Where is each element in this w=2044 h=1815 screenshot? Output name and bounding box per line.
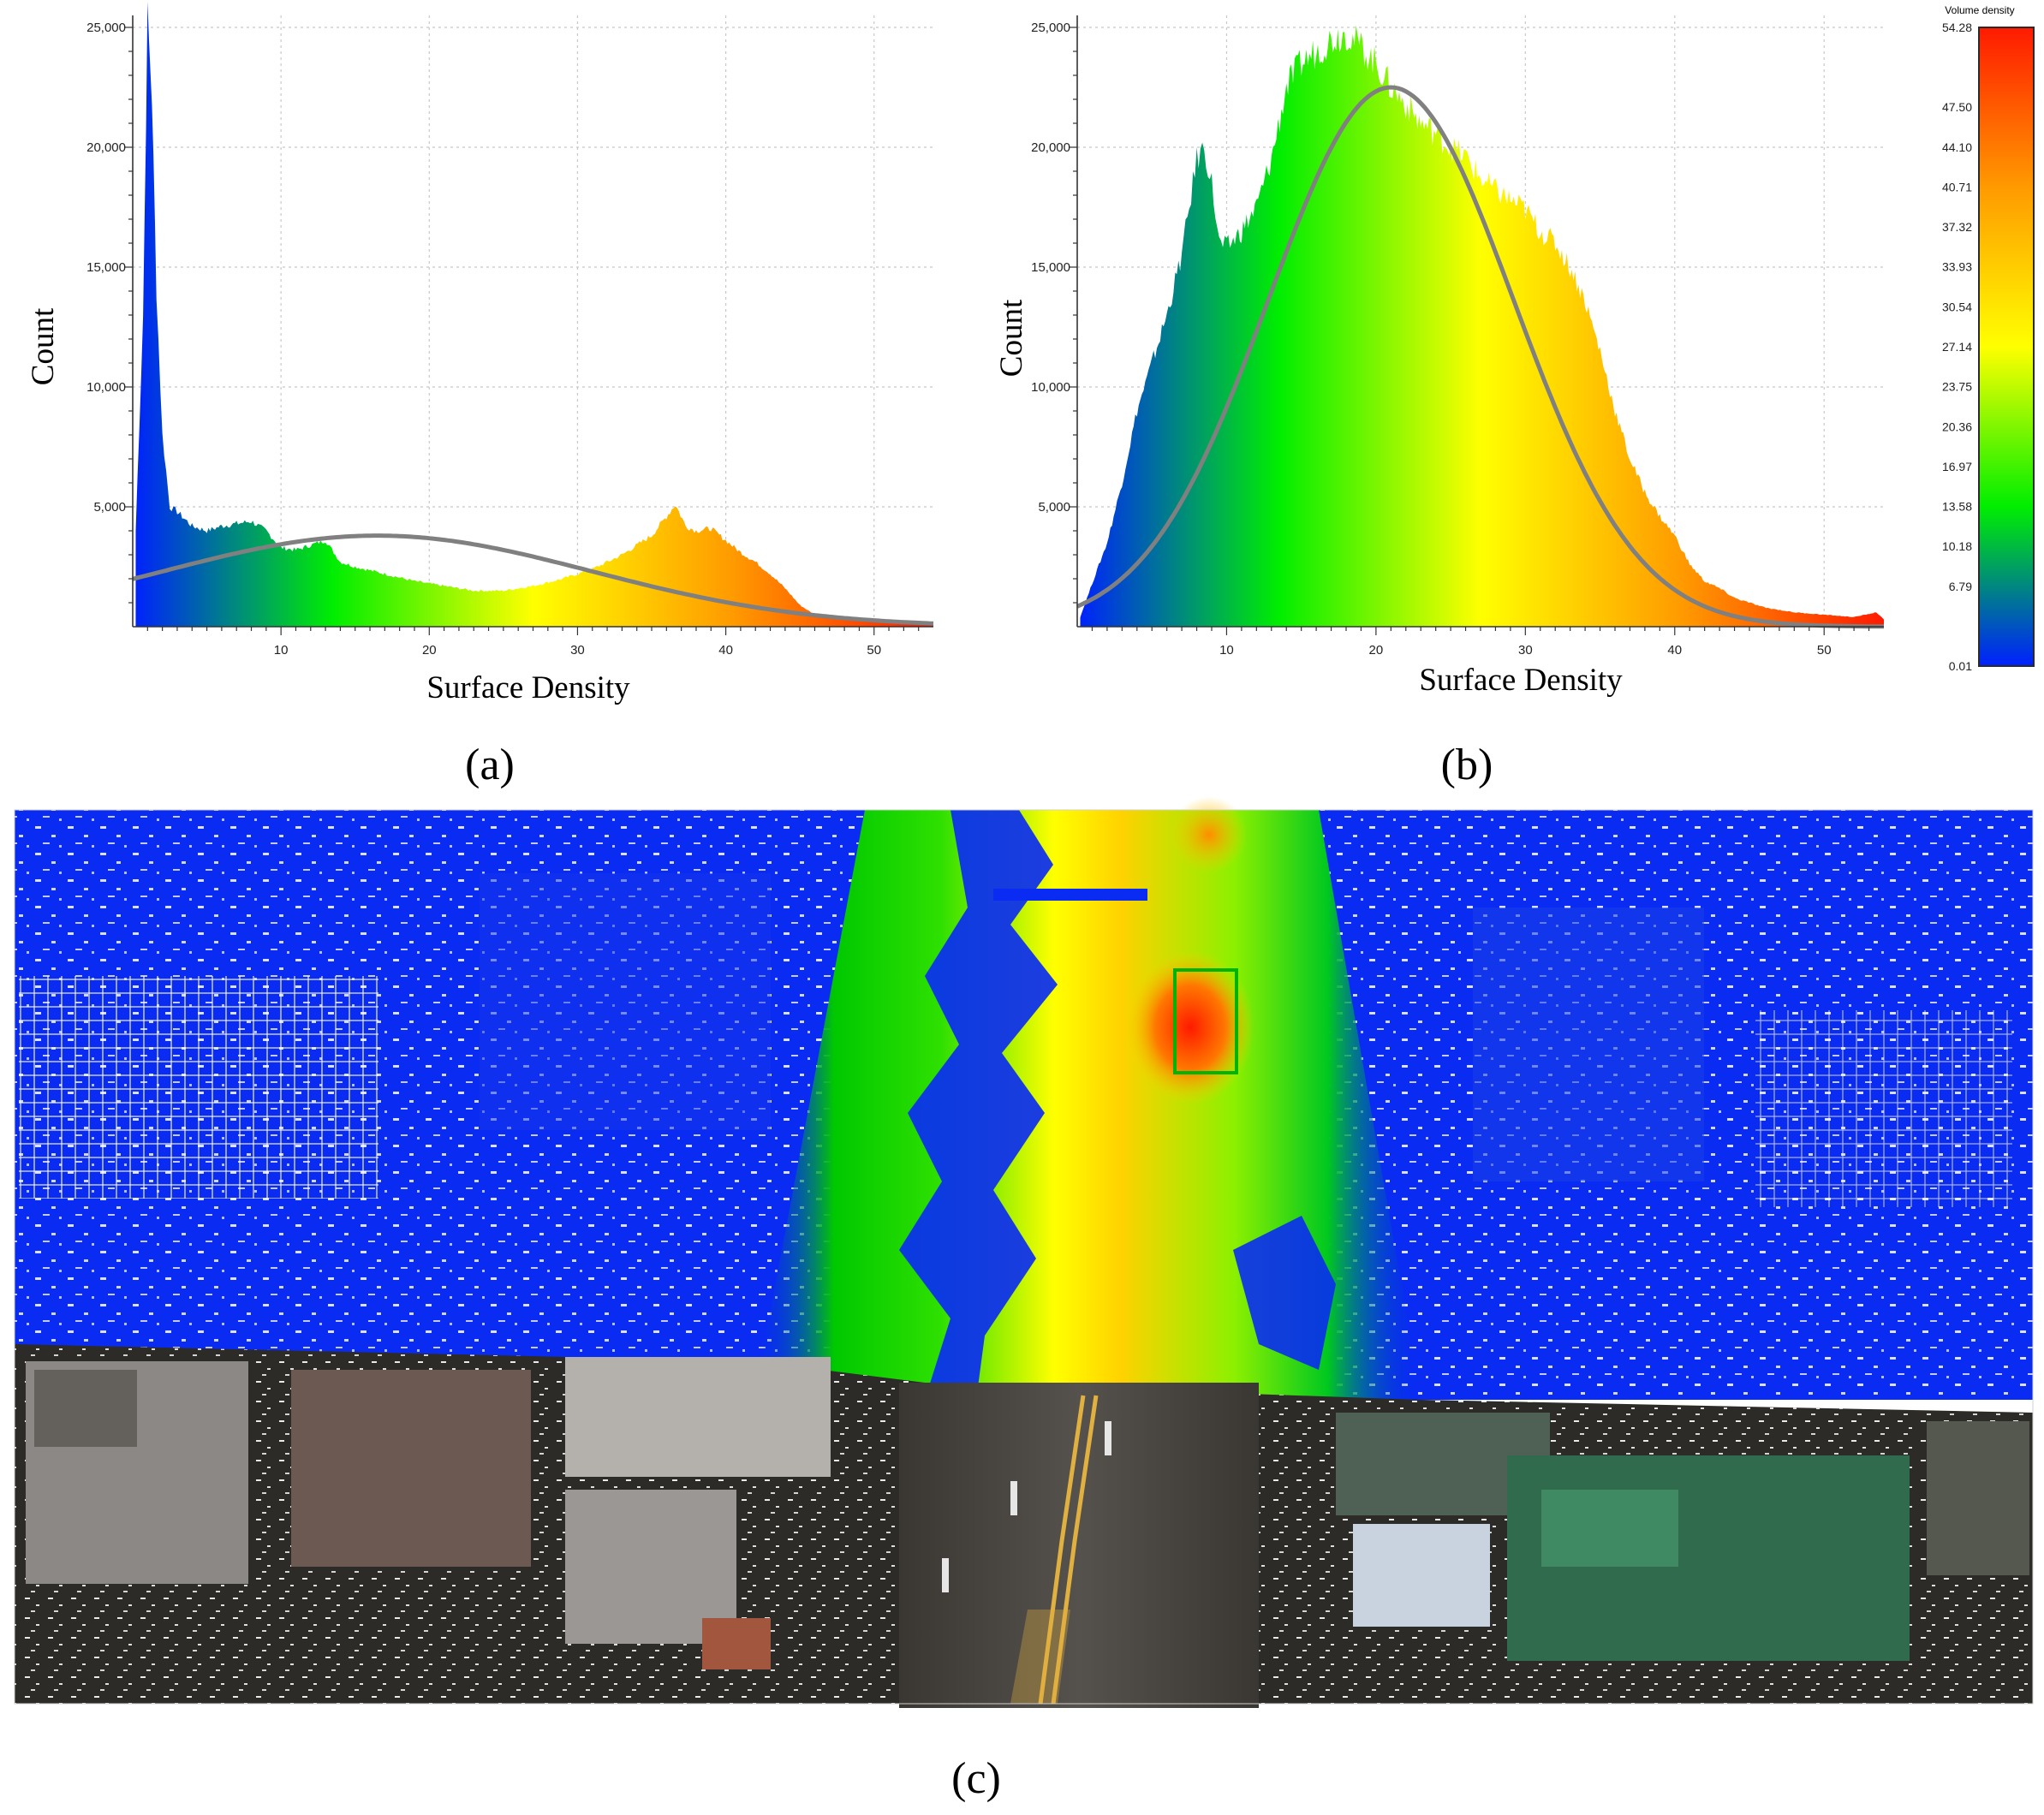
image-frame: [14, 809, 2034, 1705]
x-axis-title-b: Surface Density: [1419, 663, 1623, 698]
colorbar-tick-label: 44.10: [1942, 140, 1972, 154]
y-tick-label: 5,000: [93, 500, 126, 515]
y-tick-label: 5,000: [1038, 500, 1070, 515]
x-tick-label: 50: [1817, 643, 1832, 658]
histogram-area-b: [1080, 25, 1884, 627]
x-tick-label: 30: [570, 643, 585, 658]
building-footprint-right: [1473, 908, 1704, 1181]
rooftop-1-structure: [34, 1370, 137, 1447]
y-tick-label: 20,000: [1031, 140, 1070, 155]
hatched-zone: [1010, 1610, 1070, 1704]
colorbar: Volume density 54.28 47.50 44.10 40.71 37.32…: [1942, 4, 2035, 673]
y-axis-title-b: Count: [994, 299, 1029, 377]
normal-fit-curve-a: [132, 533, 934, 626]
colorbar-tick-label: 6.79: [1949, 580, 1972, 593]
colorbar-ticks: 54.28 47.50 44.10 40.71 37.32 33.93 30.54 27.14…: [1942, 21, 1972, 673]
colorbar-tick-label: 37.32: [1942, 220, 1972, 234]
colorbar-tick-label: 27.14: [1942, 340, 1972, 354]
y-tick-label: 25,000: [1031, 21, 1070, 35]
y-ticks-a: 5,000 10,000 15,000 20,000 25,000: [86, 21, 133, 604]
high-density-spot: [1126, 950, 1254, 1104]
y-tick-label: 10,000: [86, 380, 126, 395]
street-sign-pole: [993, 889, 1147, 901]
y-tick-label: 15,000: [1031, 260, 1070, 275]
colorbar-ramp: [1978, 27, 2035, 667]
colorbar-tick-label: 40.71: [1942, 181, 1972, 194]
colorbar-tick-label: 47.50: [1942, 100, 1972, 114]
grid-a: [133, 15, 933, 627]
histogram-panel-a: 10 20 30 40 50 5,000 10,000 15,000 20,000 25,000…: [26, 1, 934, 789]
y-tick-label: 20,000: [86, 140, 126, 155]
x-ticks-a: 10 20 30 40 50: [146, 627, 920, 658]
y-axis-title-a: Count: [26, 307, 61, 385]
x-tick-label: 10: [1219, 643, 1234, 658]
x-tick-label: 40: [718, 643, 733, 658]
rooftop-7: [1927, 1421, 2029, 1575]
building-footprint-left: [480, 873, 771, 1130]
colorbar-tick-label: 20.36: [1942, 420, 1972, 433]
rooftop-3: [565, 1357, 831, 1477]
road-centerline-2: [1051, 1395, 1099, 1705]
x-tick-label: 50: [867, 643, 881, 658]
point-cloud-image: [14, 796, 2034, 1708]
histogram-panel-b: 10 20 30 40 50 5,000 10,000 15,000 20,000 25,000…: [994, 15, 1884, 789]
y-tick-label: 10,000: [1031, 380, 1070, 395]
tree-canopy-left: [899, 810, 1058, 1400]
normal-fit-curve-b: [1076, 85, 1884, 629]
lane-arrow-2: [1105, 1421, 1111, 1455]
rooftop-2: [291, 1370, 531, 1567]
x-tick-label: 10: [274, 643, 289, 658]
colorbar-tick-label: 0.01: [1949, 659, 1972, 673]
y-tick-label: 15,000: [86, 260, 126, 275]
colorbar-tick-label: 13.58: [1942, 499, 1972, 513]
lane-arrow-3: [1010, 1481, 1017, 1515]
grid-artifact-left: [19, 976, 378, 1199]
road-centerline-1: [1038, 1395, 1086, 1705]
colorbar-title: Volume density: [1945, 4, 2014, 16]
colorbar-tick-label: 23.75: [1942, 380, 1972, 394]
histogram-area-a: [135, 1, 934, 628]
x-axis-title-a: Surface Density: [426, 670, 630, 705]
colorbar-tick-label: 16.97: [1942, 460, 1972, 473]
panel-label-a: (a): [465, 741, 515, 789]
y-ticks-b: 5,000 10,000 15,000 20,000 25,000: [1031, 21, 1077, 604]
colorbar-tick-label: 10.18: [1942, 539, 1972, 553]
x-tick-label: 20: [1369, 643, 1384, 658]
x-tick-label: 30: [1518, 643, 1533, 658]
grid-artifact-right: [1755, 1010, 2012, 1207]
lane-arrow-1: [942, 1558, 949, 1592]
panel-label-c: (c): [951, 1754, 1001, 1803]
x-tick-label: 40: [1667, 643, 1682, 658]
y-tick-label: 25,000: [86, 21, 126, 35]
rooftop-6: [1353, 1524, 1490, 1627]
rooftop-green-inner: [1541, 1490, 1678, 1567]
colorbar-tick-label: 30.54: [1942, 300, 1972, 313]
high-density-spot-top: [1171, 796, 1248, 873]
colorbar-tick-label: 54.28: [1942, 21, 1972, 34]
tree-canopy-right: [1233, 1216, 1336, 1370]
vehicle-outline: [1173, 968, 1238, 1074]
rooftop-red: [702, 1618, 771, 1669]
x-tick-label: 20: [422, 643, 437, 658]
panel-label-b: (b): [1441, 741, 1493, 789]
colorbar-tick-label: 33.93: [1942, 260, 1972, 274]
x-ticks-b: 10 20 30 40 50: [1091, 627, 1870, 658]
